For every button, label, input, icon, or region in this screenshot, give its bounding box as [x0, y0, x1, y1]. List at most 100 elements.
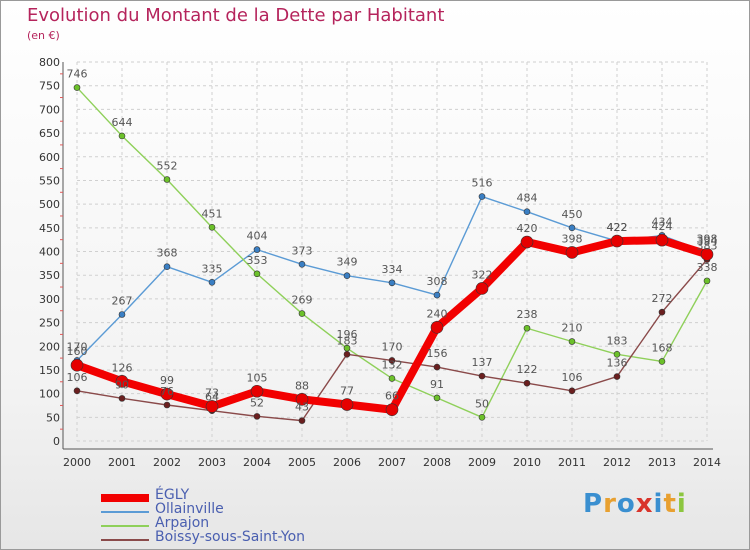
point--gly-2007	[385, 403, 399, 417]
x-tick-label-2011: 2011	[558, 456, 586, 469]
y-tick-label-750: 750	[39, 80, 60, 93]
x-tick-label-2001: 2001	[108, 456, 136, 469]
y-tick-label-550: 550	[39, 174, 60, 187]
y-tick-label-450: 450	[39, 222, 60, 235]
data-label-boissy-sous-saint-yon-2001: 90	[115, 378, 129, 391]
point-ollainville-2009	[478, 193, 486, 200]
point-ollainville-2010	[523, 208, 531, 216]
point--gly-2003	[205, 400, 219, 413]
y-tick-label-500: 500	[39, 198, 60, 211]
point--gly-2004	[250, 384, 264, 398]
data-label-arpajon-2001: 644	[112, 116, 133, 129]
x-tick-label-2003: 2003	[198, 456, 226, 469]
logo-letter: x	[635, 489, 654, 519]
point-ollainville-2007	[388, 279, 396, 287]
point-boissy-sous-saint-yon-2005	[298, 417, 306, 424]
point-arpajon-2003	[208, 224, 216, 231]
point-arpajon-2002	[163, 176, 171, 183]
logo-letter: t	[663, 489, 677, 519]
data-label--gly-2012: 422	[607, 221, 628, 234]
point-arpajon-2004	[253, 270, 261, 278]
legend-swatch-boissy	[101, 539, 149, 541]
point-arpajon-2013	[658, 358, 666, 365]
point-ollainville-2002	[163, 263, 171, 270]
point-ollainville-2003	[208, 278, 216, 286]
legend-item-egly: ÉGLY	[101, 487, 361, 503]
data-label-arpajon-2013: 168	[652, 341, 673, 354]
y-tick-label-50: 50	[46, 411, 60, 424]
data-label-boissy-sous-saint-yon-2004: 52	[250, 396, 264, 409]
logo-letter: i	[676, 489, 687, 519]
point-boissy-sous-saint-yon-2001	[118, 395, 126, 402]
legend-label-arpajon: Arpajon	[155, 515, 210, 531]
point-arpajon-2000	[73, 84, 81, 91]
legend-swatch-ollainville	[101, 511, 149, 513]
data-label--gly-2007: 66	[385, 390, 399, 403]
data-label-ollainville-2010: 484	[517, 192, 538, 205]
point-boissy-sous-saint-yon-2010	[523, 379, 531, 387]
y-tick-label-400: 400	[39, 246, 60, 259]
point--gly-2012	[610, 234, 624, 248]
data-label-boissy-sous-saint-yon-2011: 106	[562, 371, 583, 384]
axes: 0501001502002503003504004505005506006507…	[39, 56, 721, 469]
data-label-arpajon-2007: 132	[382, 358, 403, 371]
point-boissy-sous-saint-yon-2013	[658, 308, 666, 316]
data-label-ollainville-2001: 267	[112, 295, 133, 308]
data-label-ollainville-2012: 422	[607, 221, 628, 234]
data-label--gly-2006: 77	[340, 385, 354, 398]
y-tick-label-650: 650	[39, 127, 60, 140]
data-label-boissy-sous-saint-yon-2003: 64	[205, 391, 219, 404]
legend-item-boissy: Boissy-sous-Saint-Yon	[101, 529, 361, 545]
data-label-ollainville-2013: 434	[652, 215, 673, 228]
point--gly-2014	[700, 248, 714, 261]
point-ollainville-2008	[433, 291, 441, 299]
legend-swatch-arpajon	[101, 525, 149, 527]
x-tick-label-2007: 2007	[378, 456, 406, 469]
point--gly-2000	[70, 358, 84, 372]
point-boissy-sous-saint-yon-2000	[73, 387, 81, 395]
point-arpajon-2011	[568, 338, 576, 345]
point--gly-2010	[520, 235, 534, 249]
data-label--gly-2013: 424	[652, 220, 673, 233]
data-label--gly-2004: 105	[247, 371, 268, 384]
legend: ÉGLY Ollainville Arpajon Boissy-sous-Sai…	[101, 487, 361, 545]
point-arpajon-2007	[388, 375, 396, 382]
x-tick-label-2004: 2004	[243, 456, 271, 469]
point--gly-2001	[115, 375, 129, 388]
data-label--gly-2005: 88	[295, 379, 309, 392]
data-label-ollainville-2014: 398	[697, 232, 718, 245]
data-label-ollainville-2008: 308	[427, 275, 448, 288]
data-label-boissy-sous-saint-yon-2007: 170	[382, 340, 403, 353]
data-label-ollainville-2005: 373	[292, 244, 313, 257]
data-label-arpajon-2004: 353	[247, 254, 268, 267]
grid	[76, 61, 708, 442]
data-label-ollainville-2000: 170	[67, 340, 88, 353]
data-label--gly-2009: 322	[472, 268, 493, 281]
point--gly-2008	[430, 320, 444, 334]
data-label-boissy-sous-saint-yon-2014: 383	[697, 240, 718, 253]
y-tick-label-600: 600	[39, 151, 60, 164]
point-boissy-sous-saint-yon-2006	[343, 351, 351, 358]
point-ollainville-2005	[298, 260, 306, 268]
data-label--gly-2008: 240	[427, 307, 448, 320]
y-tick-label-300: 300	[39, 293, 60, 306]
logo-letter: i	[653, 489, 664, 519]
data-label--gly-2003: 73	[205, 386, 219, 399]
data-label--gly-2001: 126	[112, 361, 133, 374]
x-tick-label-2008: 2008	[423, 456, 451, 469]
y-tick-label-100: 100	[39, 388, 60, 401]
data-label--gly-2014: 394	[697, 234, 718, 247]
data-label-ollainville-2011: 450	[562, 208, 583, 221]
y-tick-label-350: 350	[39, 269, 60, 282]
point--gly-2005	[295, 393, 309, 406]
point-ollainville-2011	[568, 224, 576, 232]
point-ollainville-2001	[118, 311, 126, 318]
data-label-ollainville-2003: 335	[202, 262, 223, 275]
y-tick-label-200: 200	[39, 340, 60, 353]
y-tick-label-700: 700	[39, 103, 60, 116]
data-label-boissy-sous-saint-yon-2006: 183	[337, 334, 358, 347]
point--gly-2009	[475, 282, 489, 295]
data-label-ollainville-2006: 349	[337, 256, 358, 269]
data-label-boissy-sous-saint-yon-2000: 106	[67, 371, 88, 384]
